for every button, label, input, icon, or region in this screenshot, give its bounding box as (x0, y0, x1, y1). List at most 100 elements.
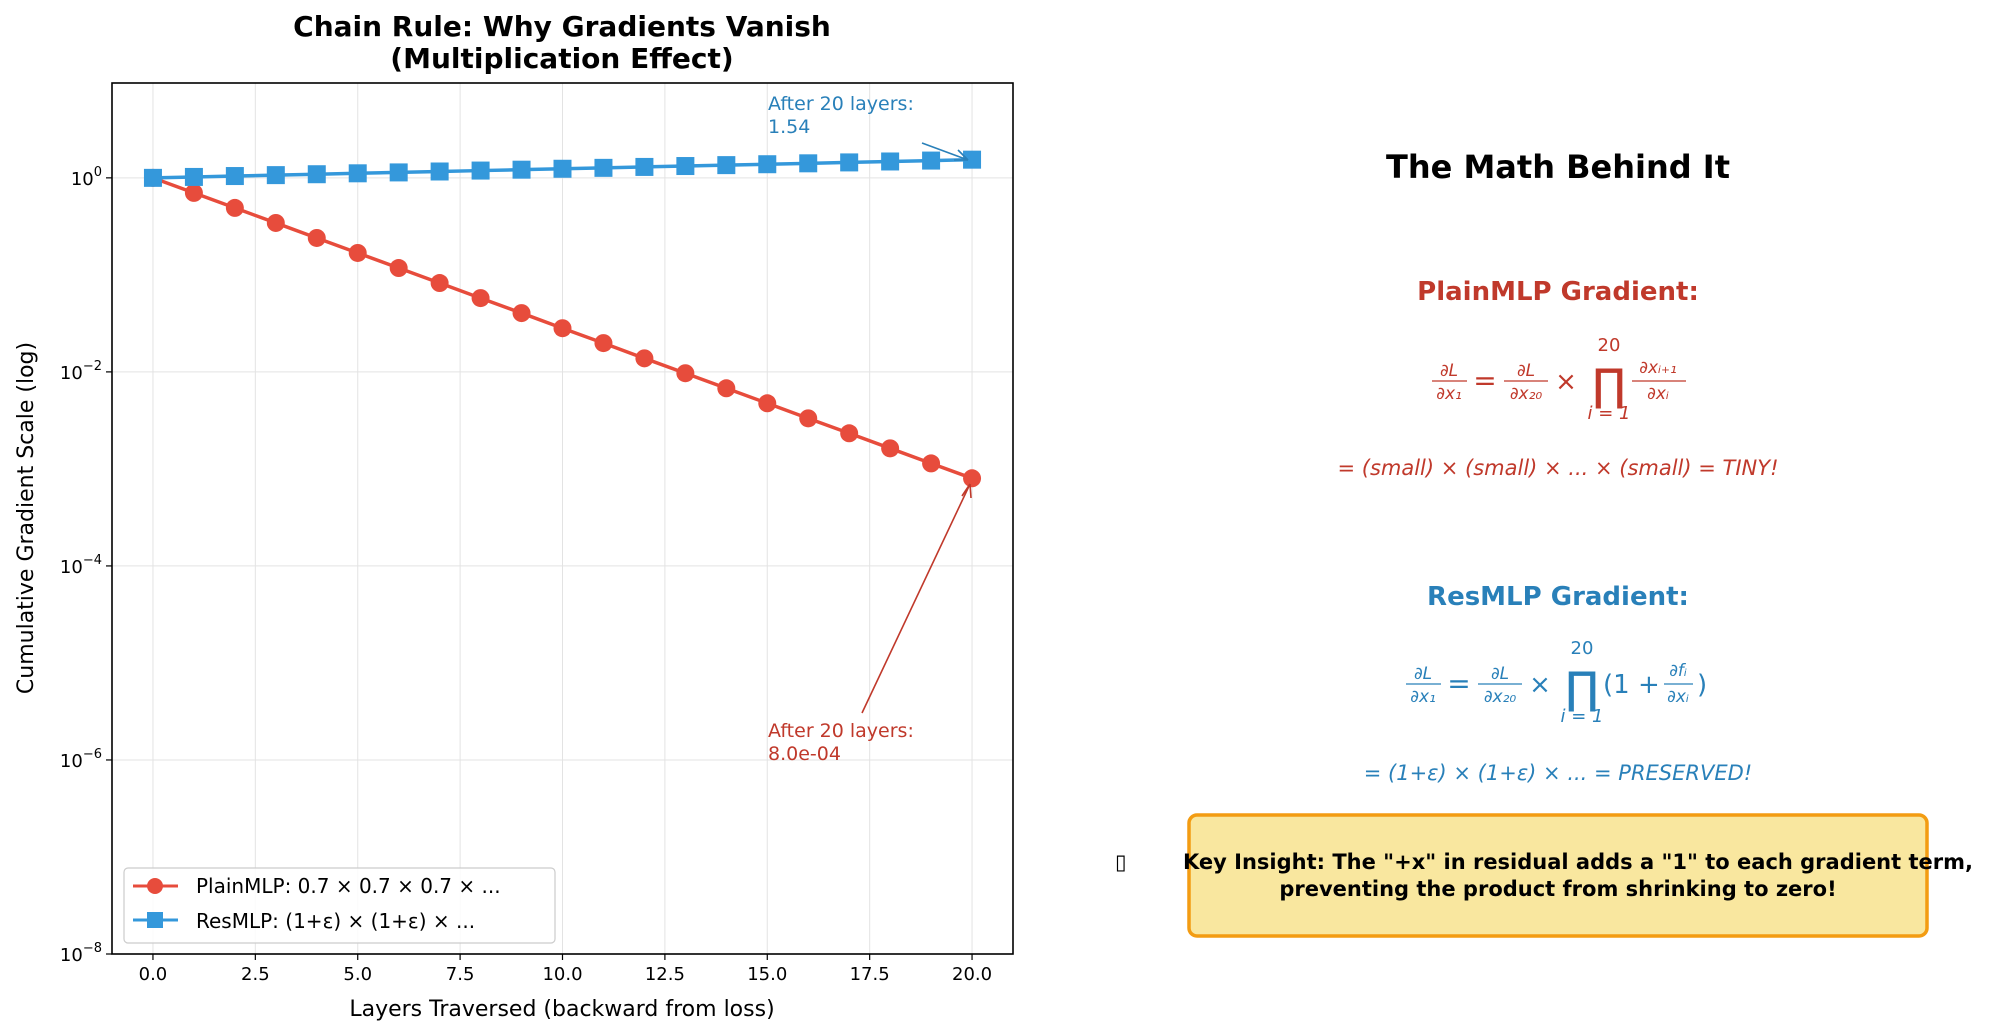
frac-den: ∂x₁ (1436, 384, 1462, 404)
frac-den: ∂xᵢ (1647, 384, 1669, 404)
math-title: The Math Behind It (1386, 148, 1730, 186)
math-panel: The Math Behind It PlainMLP Gradient: ∂L… (1115, 148, 1973, 938)
prod-lower: i = 1 (1588, 403, 1631, 424)
times: × (1555, 367, 1577, 397)
data-point-res (881, 152, 900, 171)
data-point-plain (225, 198, 244, 217)
data-point-res (963, 150, 982, 169)
data-point-res (758, 155, 777, 174)
y-tick-label: 10−6 (60, 747, 102, 772)
frac-den: ∂x₂₀ (1484, 687, 1517, 707)
legend-entry-plain: PlainMLP: 0.7 × 0.7 × 0.7 × ... (196, 874, 501, 898)
plain-heading: PlainMLP Gradient: (1417, 277, 1699, 307)
frac-num: ∂L (1517, 361, 1535, 381)
annotation-plain-line2: 8.0e-04 (768, 743, 841, 765)
data-point-plain (717, 379, 736, 398)
annotation-plain-arrow (861, 483, 971, 714)
paren-open: (1 + (1603, 670, 1660, 700)
data-point-res (594, 158, 613, 177)
data-point-plain (266, 213, 285, 232)
plot-series (143, 150, 982, 488)
prod-upper: 20 (1598, 335, 1621, 356)
y-tick-label: 10−4 (60, 553, 102, 578)
data-point-res (922, 151, 941, 170)
x-axis-ticks: 0.0 2.5 5.0 7.5 10.0 12.5 15.0 17.5 20.0 (139, 954, 992, 985)
paren-close: ) (1697, 670, 1707, 700)
x-axis-label: Layers Traversed (backward from loss) (349, 997, 774, 1022)
data-point-plain (840, 424, 859, 443)
data-point-res (799, 154, 818, 173)
frac-num: ∂L (1440, 361, 1458, 381)
insight-line1: Key Insight: The "+x" in residual adds a… (1183, 850, 1973, 874)
res-heading: ResMLP Gradient: (1427, 582, 1689, 612)
frac-den: ∂x₂₀ (1510, 384, 1543, 404)
data-point-res (389, 163, 408, 182)
data-point-plain (471, 289, 490, 308)
data-point-res (184, 167, 203, 186)
frac-num: ∂L (1491, 664, 1509, 684)
data-point-res (307, 165, 326, 184)
data-point-plain (635, 349, 654, 368)
lightbulb-icon: ▯ (1115, 850, 1127, 874)
x-tick-label: 5.0 (343, 964, 372, 985)
annotation-res: After 20 layers: 1.54 (768, 93, 969, 161)
data-point-plain (881, 439, 900, 458)
x-tick-label: 12.5 (645, 964, 685, 985)
data-point-res (430, 162, 449, 181)
data-point-plain (430, 274, 449, 293)
data-point-res (348, 164, 367, 183)
plain-explanation: = (small) × (small) × ... × (small) = TI… (1337, 456, 1778, 480)
res-explanation: = (1+ε) × (1+ε) × ... = PRESERVED! (1364, 761, 1752, 785)
y-tick-label: 10−2 (60, 359, 102, 384)
res-section: ResMLP Gradient: ∂L ∂x₁ = ∂L ∂x₂₀ × 20 ∏… (1364, 582, 1752, 785)
insight-line2: preventing the product from shrinking to… (1279, 877, 1836, 901)
prod-upper: 20 (1571, 638, 1594, 659)
data-point-plain (553, 319, 572, 338)
data-point-plain (963, 469, 982, 488)
arrowhead-icon (961, 483, 972, 499)
data-point-plain (307, 228, 326, 247)
data-point-plain (348, 243, 367, 262)
x-tick-label: 2.5 (241, 964, 270, 985)
data-point-res (225, 167, 244, 186)
y-tick-label: 10−8 (60, 941, 102, 966)
frac-den: ∂x₁ (1410, 687, 1436, 707)
frac-num: ∂xᵢ₊₁ (1639, 358, 1677, 378)
legend: PlainMLP: 0.7 × 0.7 × 0.7 × ... ResMLP: … (123, 867, 556, 944)
x-tick-label: 17.5 (850, 964, 890, 985)
legend-marker-square-icon (147, 912, 163, 928)
data-point-plain (676, 364, 695, 383)
plain-formula: ∂L ∂x₁ = ∂L ∂x₂₀ × 20 ∏ i = 1 ∂xᵢ₊₁ ∂xᵢ (1432, 335, 1686, 424)
legend-entry-res: ResMLP: (1+ε) × (1+ε) × ... (196, 909, 475, 933)
data-point-plain (758, 394, 777, 413)
y-axis-label: Cumulative Gradient Scale (log) (14, 342, 39, 694)
data-point-res (676, 157, 695, 176)
data-point-res (143, 168, 162, 187)
x-tick-label: 15.0 (747, 964, 787, 985)
data-point-res (512, 160, 531, 179)
data-point-res (266, 166, 285, 185)
data-point-res (717, 156, 736, 175)
frac-num: ∂fᵢ (1669, 661, 1687, 681)
times: × (1529, 670, 1551, 700)
equals: = (1447, 667, 1470, 700)
product-icon: ∏ (1565, 663, 1598, 714)
product-icon: ∏ (1592, 360, 1625, 411)
data-point-plain (922, 454, 941, 473)
arrowhead-icon (954, 149, 969, 161)
chart-title: Chain Rule: Why Gradients Vanish (293, 10, 831, 43)
annotation-res-arrow (921, 142, 969, 161)
equals: = (1473, 364, 1496, 397)
x-tick-label: 0.0 (139, 964, 168, 985)
data-point-plain (389, 259, 408, 278)
annotation-plain: After 20 layers: 8.0e-04 (768, 483, 972, 765)
chart-subtitle: (Multiplication Effect) (390, 42, 733, 75)
annotation-plain-line1: After 20 layers: (768, 720, 914, 742)
annotation-res-line2: 1.54 (768, 116, 810, 138)
insight-box: ▯ Key Insight: The "+x" in residual adds… (1115, 813, 1973, 938)
frac-num: ∂L (1414, 664, 1432, 684)
x-tick-label: 7.5 (446, 964, 475, 985)
prod-lower: i = 1 (1561, 706, 1604, 727)
y-tick-label: 100 (71, 165, 102, 190)
